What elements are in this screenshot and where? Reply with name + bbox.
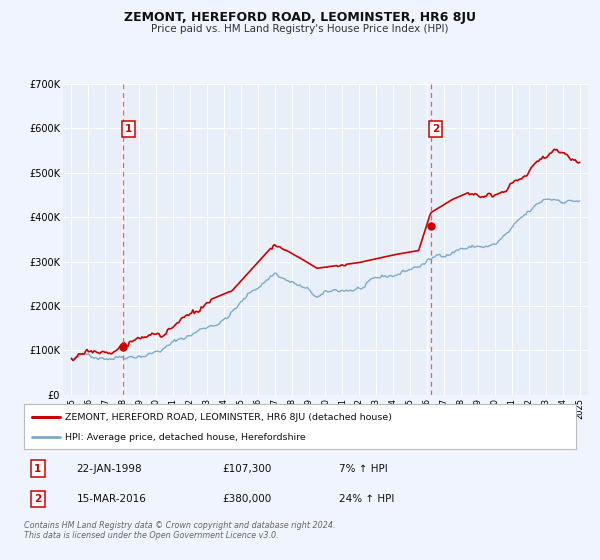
- Text: ZEMONT, HEREFORD ROAD, LEOMINSTER, HR6 8JU (detached house): ZEMONT, HEREFORD ROAD, LEOMINSTER, HR6 8…: [65, 413, 392, 422]
- Text: 2: 2: [432, 124, 439, 134]
- Text: HPI: Average price, detached house, Herefordshire: HPI: Average price, detached house, Here…: [65, 433, 306, 442]
- Text: 24% ↑ HPI: 24% ↑ HPI: [338, 494, 394, 504]
- Text: 2: 2: [34, 494, 41, 504]
- Text: 22-JAN-1998: 22-JAN-1998: [76, 464, 142, 474]
- Text: ZEMONT, HEREFORD ROAD, LEOMINSTER, HR6 8JU: ZEMONT, HEREFORD ROAD, LEOMINSTER, HR6 8…: [124, 11, 476, 24]
- Text: £380,000: £380,000: [223, 494, 272, 504]
- Text: 15-MAR-2016: 15-MAR-2016: [76, 494, 146, 504]
- Text: Contains HM Land Registry data © Crown copyright and database right 2024.
This d: Contains HM Land Registry data © Crown c…: [24, 521, 335, 540]
- Text: Price paid vs. HM Land Registry's House Price Index (HPI): Price paid vs. HM Land Registry's House …: [151, 24, 449, 34]
- Text: 1: 1: [34, 464, 41, 474]
- Text: 7% ↑ HPI: 7% ↑ HPI: [338, 464, 388, 474]
- Text: £107,300: £107,300: [223, 464, 272, 474]
- Text: 1: 1: [125, 124, 132, 134]
